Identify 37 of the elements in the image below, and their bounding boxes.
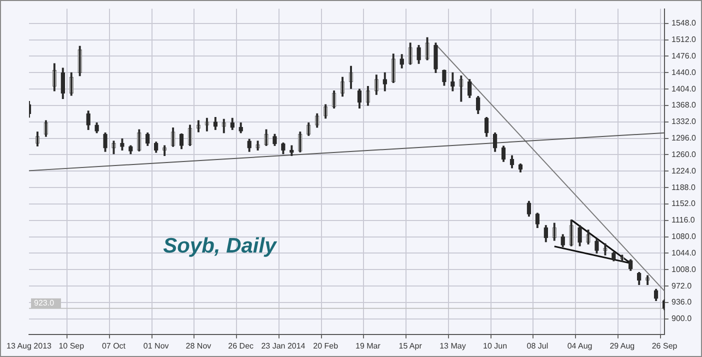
x-tick-label: 26 Sep [652, 341, 678, 350]
y-tick-label: 1332.0 [672, 117, 697, 126]
text: Soyb, Daily [163, 234, 278, 258]
y-tick-label: 1548.0 [672, 18, 697, 28]
x-tick-label: 26 Dec [228, 341, 254, 350]
y-tick-label: 1368.0 [672, 100, 697, 110]
y-tick-label: 1152.0 [672, 199, 696, 208]
y-tick-label: 972.0 [672, 281, 692, 290]
y-tick-label: 1188.0 [672, 182, 696, 192]
x-tick-label: 28 Nov [186, 341, 212, 350]
x-tick-label: 10 Jun [483, 341, 508, 350]
y-tick-label: 1296.0 [672, 134, 697, 143]
x-tick-label: 23 Jan 2014 [261, 341, 306, 350]
x-tick-label: 13 Aug 2013 [6, 341, 52, 350]
y-tick-label: 1224.0 [672, 166, 697, 176]
x-tick-label: 01 Nov [143, 341, 169, 350]
ref-line-label: 923.0 [34, 298, 55, 308]
x-tick-label: 20 Feb [313, 341, 339, 350]
y-tick-label: 900.0 [672, 314, 692, 324]
y-tick-label: 1404.0 [672, 84, 697, 94]
y-tick-label: 1008.0 [672, 264, 697, 274]
y-tick-label: 1512.0 [672, 35, 697, 44]
y-tick-label: 1080.0 [672, 232, 697, 242]
x-tick-label: 10 Sep [58, 341, 85, 350]
x-tick-label: 08 Jul [526, 341, 548, 350]
x-tick-label: 15 Apr [398, 341, 422, 350]
y-tick-label: 1440.0 [672, 68, 697, 77]
y-tick-label: 936.0 [672, 298, 692, 307]
x-tick-label: 19 Mar [355, 341, 381, 350]
x-tick-label: 04 Aug [567, 341, 592, 350]
y-tick-label: 1260.0 [672, 150, 697, 159]
y-tick-label: 1116.0 [672, 216, 696, 225]
x-tick-label: 13 May [440, 341, 466, 350]
y-tick-label: 1476.0 [672, 51, 697, 60]
x-tick-label: 07 Oct [102, 341, 126, 350]
y-tick-label: 1044.0 [672, 248, 697, 258]
x-tick-label: 29 Aug [610, 341, 635, 350]
